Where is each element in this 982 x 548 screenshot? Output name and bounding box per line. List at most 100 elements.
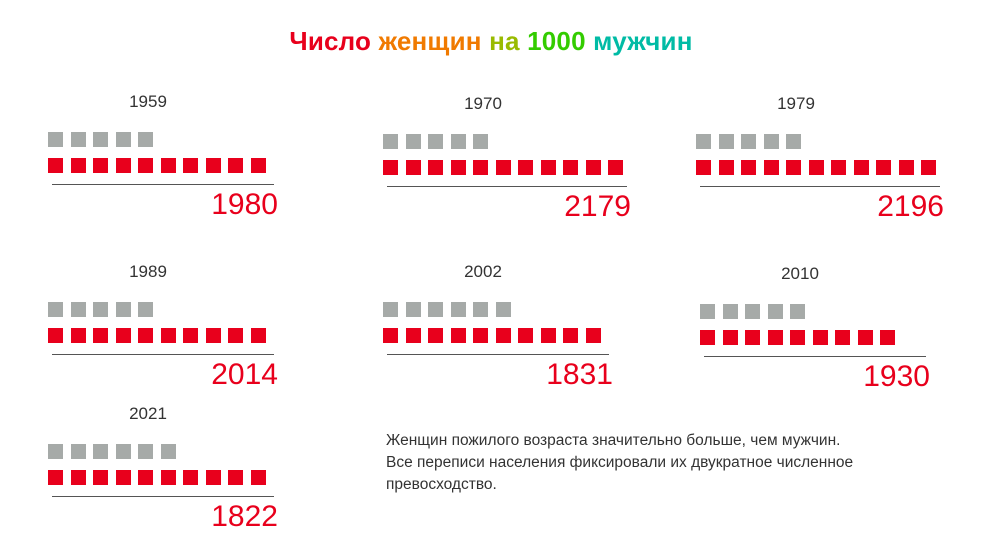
woman-icon [115, 328, 131, 343]
divider-line [52, 184, 274, 185]
woman-icon [563, 328, 578, 343]
woman-icon [183, 328, 198, 343]
woman-icon [383, 328, 398, 343]
man-icon [93, 132, 108, 147]
woman-icon [763, 160, 779, 175]
woman-icon [812, 330, 828, 345]
divider-line [700, 186, 940, 187]
woman-icon [205, 158, 221, 173]
man-icon [160, 444, 176, 459]
value-label: 2196 [877, 190, 944, 223]
woman-icon [880, 330, 895, 345]
woman-icon [138, 158, 153, 173]
man-icon [115, 132, 131, 147]
woman-icon [138, 328, 153, 343]
woman-icon [160, 328, 176, 343]
woman-icon [70, 470, 86, 485]
man-icon [700, 304, 715, 319]
divider-line [387, 186, 627, 187]
man-icon [70, 302, 86, 317]
man-icon [48, 444, 63, 459]
woman-icon [473, 328, 488, 343]
woman-icon [835, 330, 850, 345]
man-icon [93, 302, 108, 317]
woman-icon [450, 160, 466, 175]
woman-icon [700, 330, 715, 345]
woman-icon [228, 470, 243, 485]
woman-icon [250, 158, 266, 173]
woman-icon [898, 160, 914, 175]
woman-icon [250, 328, 266, 343]
woman-icon [745, 330, 760, 345]
woman-icon [495, 160, 511, 175]
year-label: 1989 [129, 262, 167, 281]
man-icon [696, 134, 711, 149]
woman-icon [48, 328, 63, 343]
woman-icon [741, 160, 756, 175]
woman-icon [205, 328, 221, 343]
man-icon [138, 444, 153, 459]
woman-icon [786, 160, 801, 175]
year-label: 2002 [464, 262, 502, 281]
woman-icon [518, 160, 533, 175]
woman-icon [70, 158, 86, 173]
footnote-line-1: Женщин пожилого возраста значительно бол… [386, 432, 841, 449]
woman-icon [608, 160, 623, 175]
man-icon [138, 132, 153, 147]
woman-icon [93, 158, 108, 173]
woman-icon [921, 160, 936, 175]
man-icon [722, 304, 738, 319]
man-icon [763, 134, 779, 149]
woman-icon [696, 160, 711, 175]
woman-icon [160, 158, 176, 173]
man-icon [138, 302, 153, 317]
man-icon [786, 134, 801, 149]
woman-icon [718, 160, 734, 175]
man-icon [428, 302, 443, 317]
woman-icon [808, 160, 824, 175]
woman-icon [183, 470, 198, 485]
man-icon [745, 304, 760, 319]
woman-icon [585, 328, 601, 343]
year-label: 1979 [777, 94, 815, 113]
woman-icon [115, 158, 131, 173]
footnote-line-3: превосходство. [386, 476, 497, 493]
woman-icon [115, 470, 131, 485]
woman-icon [183, 158, 198, 173]
woman-icon [450, 328, 466, 343]
woman-icon [93, 328, 108, 343]
man-icon [495, 302, 511, 317]
panel-1989: 1989 2014 [48, 262, 308, 402]
value-label: 1930 [863, 360, 930, 393]
footnote-line-2: Все переписи населения фиксировали их дв… [386, 454, 854, 471]
man-icon [428, 134, 443, 149]
panel-2010: 2010 1930 [700, 264, 960, 404]
man-icon [473, 134, 488, 149]
woman-icon [70, 328, 86, 343]
year-label: 1959 [129, 92, 167, 111]
woman-icon [428, 160, 443, 175]
panel-2002: 2002 1831 [383, 262, 643, 402]
divider-line [387, 354, 609, 355]
man-icon [383, 134, 398, 149]
woman-icon [48, 158, 63, 173]
man-icon [115, 302, 131, 317]
woman-icon [876, 160, 891, 175]
man-icon [383, 302, 398, 317]
woman-icon [405, 160, 421, 175]
man-icon [405, 134, 421, 149]
woman-icon [853, 160, 869, 175]
man-icon [115, 444, 131, 459]
woman-icon [160, 470, 176, 485]
man-icon [450, 134, 466, 149]
woman-icon [228, 328, 243, 343]
woman-icon [138, 470, 153, 485]
chart-title: Число женщин на 1000 мужчин [0, 26, 982, 57]
value-label: 2014 [211, 358, 278, 391]
woman-icon [473, 160, 488, 175]
woman-icon [93, 470, 108, 485]
man-icon [473, 302, 488, 317]
divider-line [704, 356, 926, 357]
woman-icon [383, 160, 398, 175]
man-icon [70, 444, 86, 459]
